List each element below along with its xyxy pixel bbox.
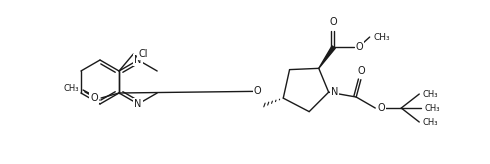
Text: Cl: Cl [138, 49, 147, 59]
Text: O: O [356, 42, 363, 52]
Text: CH₃: CH₃ [422, 118, 438, 127]
Text: N: N [331, 87, 338, 97]
Text: CH₃: CH₃ [424, 103, 440, 113]
Polygon shape [319, 46, 335, 68]
Text: N: N [134, 55, 142, 65]
Text: O: O [254, 86, 262, 96]
Text: O: O [330, 17, 338, 27]
Text: O: O [377, 103, 385, 113]
Text: CH₃: CH₃ [374, 32, 391, 41]
Text: O: O [357, 66, 365, 76]
Text: N: N [134, 99, 142, 109]
Text: CH₃: CH₃ [64, 83, 79, 92]
Text: O: O [91, 93, 98, 103]
Text: CH₃: CH₃ [422, 90, 438, 99]
